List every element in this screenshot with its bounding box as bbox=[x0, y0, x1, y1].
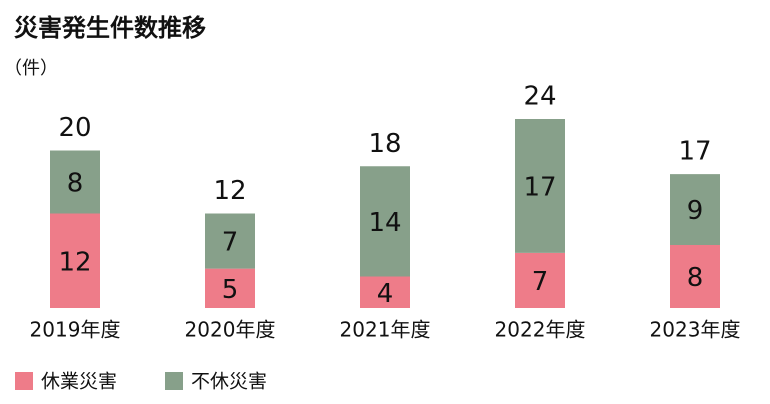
bar-segment bbox=[360, 166, 410, 277]
segment-label: 8 bbox=[67, 169, 84, 199]
bar-segment bbox=[205, 268, 255, 308]
segment-label: 8 bbox=[687, 263, 704, 293]
segment-label: 14 bbox=[368, 208, 401, 238]
segment-label: 4 bbox=[377, 279, 394, 309]
legend-swatch bbox=[15, 372, 33, 390]
bar-segment bbox=[205, 213, 255, 269]
x-tick-label: 2023年度 bbox=[650, 318, 741, 342]
x-tick-label: 2019年度 bbox=[30, 318, 121, 342]
x-tick-label: 2020年度 bbox=[185, 318, 276, 342]
unit-label: （件） bbox=[4, 58, 58, 79]
segment-label: 7 bbox=[222, 228, 239, 258]
segment-label: 7 bbox=[532, 267, 549, 297]
segment-label: 17 bbox=[523, 172, 556, 202]
bar-segment bbox=[360, 276, 410, 308]
legend-label: 休業災害 bbox=[41, 371, 117, 393]
x-tick-label: 2022年度 bbox=[495, 318, 586, 342]
bar-segment bbox=[50, 150, 100, 214]
legend-swatch bbox=[165, 372, 183, 390]
segment-label: 12 bbox=[58, 247, 91, 277]
total-label: 20 bbox=[58, 113, 91, 143]
total-label: 18 bbox=[368, 129, 401, 159]
segment-label: 9 bbox=[687, 196, 704, 226]
x-tick-label: 2021年度 bbox=[340, 318, 431, 342]
total-label: 17 bbox=[678, 137, 711, 167]
chart-title: 災害発生件数推移 bbox=[14, 14, 206, 42]
bar-segment bbox=[670, 245, 720, 308]
bar-segment bbox=[515, 119, 565, 253]
legend-label: 不休災害 bbox=[191, 371, 267, 393]
total-label: 24 bbox=[523, 82, 556, 112]
bar-segment bbox=[50, 213, 100, 308]
segment-label: 5 bbox=[222, 275, 239, 305]
bar-segment bbox=[670, 174, 720, 245]
bar-segment bbox=[515, 252, 565, 308]
total-label: 12 bbox=[213, 176, 246, 206]
